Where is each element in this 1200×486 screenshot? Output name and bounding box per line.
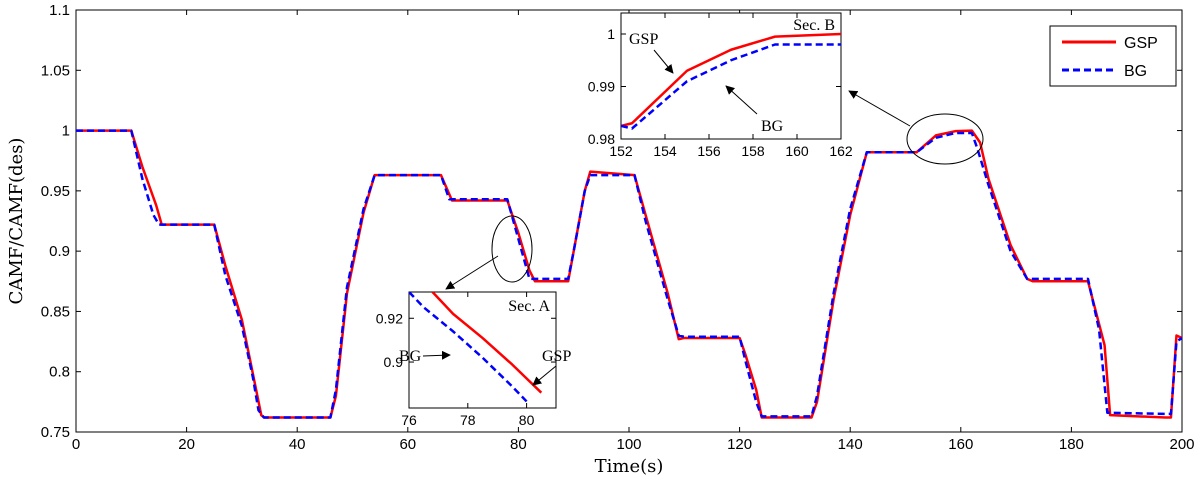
inset-a-label-bg: BG	[399, 348, 422, 365]
main-ytick-label: 0.9	[49, 243, 70, 260]
zoom-ellipse-a	[491, 215, 533, 283]
main-series-gsp	[76, 129, 1182, 419]
inset-a-series-bg	[409, 292, 528, 403]
inset-a-series	[409, 292, 543, 403]
inset-b-label-gsp: GSP	[629, 31, 658, 48]
inset-a-xtick-label: 76	[401, 412, 417, 428]
inset-b-xtick-label: 158	[741, 143, 765, 159]
inset-b-xtick-label: 162	[829, 143, 853, 159]
inset-b-arrow-bg	[725, 85, 758, 115]
zoom-arrow-a	[445, 255, 499, 290]
inset-a-label-gsp: GSP	[542, 348, 571, 365]
main-xtick-label: 100	[616, 436, 641, 453]
zoom-ellipse-b	[906, 113, 984, 165]
inset-b-xtick-label: 160	[785, 143, 809, 159]
y-axis-label: CAMF/CAMF(des)	[6, 138, 27, 305]
inset-a-xtick-label: 78	[460, 412, 476, 428]
inset-b-xtick-label: 156	[697, 143, 721, 159]
inset-b-ytick-label: 1	[607, 26, 615, 42]
inset-a-arrow-gsp	[532, 365, 557, 386]
main-series-layer	[76, 129, 1182, 419]
main-xtick-label: 0	[72, 436, 80, 453]
inset-b-title: Sec. B	[793, 17, 835, 34]
main-xtick-label: 40	[289, 436, 306, 453]
main-ytick-label: 0.75	[41, 424, 70, 441]
inset-b-series-gsp	[621, 32, 841, 128]
inset-a-ytick-label: 0.92	[376, 310, 403, 326]
x-axis-label: Time(s)	[595, 456, 664, 477]
main-ytick-label: 1.05	[41, 62, 70, 79]
inset-b-xtick-label: 152	[609, 143, 633, 159]
inset-b-arrow-gsp	[653, 49, 674, 74]
inset-sec-b: 152 154 156 158 160 162 0.98 0.99 1 Sec. B GSP B…	[588, 12, 853, 159]
inset-b-xtick-label: 154	[653, 143, 677, 159]
inset-a-ticks: 76 78 80 0.9 0.92	[376, 292, 556, 428]
legend: GSP BG	[1049, 25, 1177, 87]
inset-b-series	[621, 32, 841, 130]
main-series-bg	[76, 129, 1182, 419]
inset-b-series-bg	[621, 43, 841, 130]
main-xtick-label: 140	[838, 436, 863, 453]
zoom-arrow-b	[848, 90, 911, 127]
legend-label-bg: BG	[1124, 63, 1147, 80]
main-xtick-label: 160	[948, 436, 973, 453]
main-xtick-label: 20	[178, 436, 195, 453]
main-xtick-label: 180	[1059, 436, 1084, 453]
main-xtick-label: 120	[727, 436, 752, 453]
inset-b-ytick-label: 0.99	[588, 79, 615, 95]
inset-b-ytick-label: 0.98	[588, 131, 615, 147]
inset-b-ticks: 152 154 156 158 160 162 0.98 0.99 1	[588, 13, 853, 159]
main-xtick-label: 80	[510, 436, 527, 453]
inset-a-arrow-bg	[422, 350, 451, 360]
main-ytick-label: 1.1	[49, 2, 70, 19]
main-ytick-label: 0.95	[41, 183, 70, 200]
main-xtick-label: 60	[399, 436, 416, 453]
main-ytick-label: 0.8	[49, 364, 70, 381]
main-xtick-label: 200	[1169, 436, 1194, 453]
inset-a-xtick-label: 80	[519, 412, 535, 428]
inset-b-label-bg: BG	[761, 118, 784, 135]
inset-a-ytick-label: 0.9	[384, 354, 404, 370]
legend-label-gsp: GSP	[1124, 35, 1158, 52]
main-ytick-label: 0.85	[41, 303, 70, 320]
inset-sec-a: 76 78 80 0.9 0.92 Sec. A BG GSP	[376, 291, 571, 428]
inset-a-series-gsp	[431, 292, 543, 394]
inset-a-title: Sec. A	[508, 298, 550, 315]
main-ytick-label: 1	[62, 123, 70, 140]
main-axis-ticks: 0 20 40 60 80 100 120 140 160 180 2000.750.80.850.…	[41, 2, 1195, 453]
